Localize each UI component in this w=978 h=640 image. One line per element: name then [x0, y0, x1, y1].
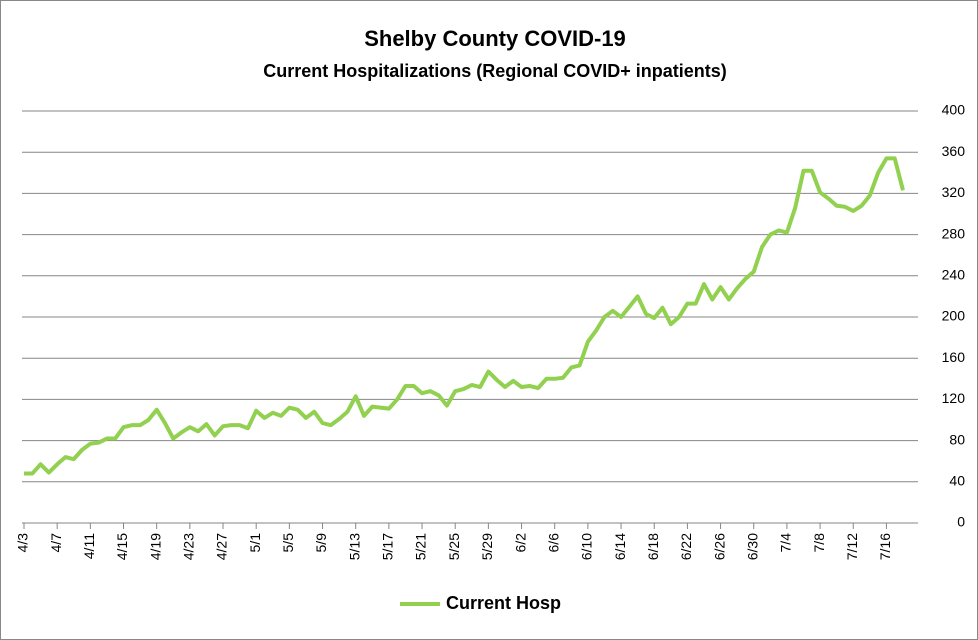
x-tick-label: 6/22	[678, 533, 694, 560]
x-tick-label: 4/11	[81, 533, 97, 559]
x-tick-label: 7/12	[844, 533, 860, 560]
x-tick-label: 5/25	[446, 533, 462, 560]
x-tick-label: 4/23	[181, 533, 197, 560]
y-tick-label: 80	[949, 431, 965, 447]
x-tick-label: 5/17	[380, 533, 396, 560]
x-tick-label: 5/13	[346, 533, 362, 560]
x-tick-label: 5/1	[247, 533, 263, 553]
x-tick-label: 5/9	[313, 533, 329, 553]
y-tick-label: 0	[957, 514, 965, 530]
y-tick-label: 40	[949, 473, 965, 489]
y-tick-label: 240	[942, 267, 966, 283]
x-tick-label: 6/6	[545, 533, 561, 553]
x-tick-label: 5/5	[280, 533, 296, 553]
y-tick-label: 400	[942, 102, 966, 118]
y-tick-label: 120	[942, 390, 966, 406]
x-tick-label: 4/19	[147, 533, 163, 560]
x-tick-label: 6/30	[744, 533, 760, 560]
x-tick-label: 5/29	[479, 533, 495, 560]
y-tick-label: 280	[942, 225, 966, 241]
x-tick-label: 7/8	[811, 533, 827, 553]
y-tick-label: 320	[942, 184, 966, 200]
x-tick-label: 6/14	[612, 533, 628, 560]
x-tick-label: 6/2	[512, 533, 528, 553]
x-tick-label: 4/27	[214, 533, 230, 560]
x-tick-label: 4/3	[15, 533, 31, 553]
x-tick-label: 7/16	[877, 533, 893, 560]
x-tick-label: 6/26	[711, 533, 727, 560]
y-tick-label: 200	[942, 308, 966, 324]
y-tick-label: 360	[942, 143, 966, 159]
y-tick-label: 160	[942, 349, 966, 365]
x-tick-label: 5/21	[413, 533, 429, 560]
chart-title: Shelby County COVID-19	[364, 26, 626, 51]
x-tick-label: 4/7	[48, 533, 64, 553]
x-tick-label: 4/15	[114, 533, 130, 560]
data-line	[24, 156, 905, 476]
legend-label: Current Hosp	[446, 593, 561, 613]
chart-subtitle: Current Hospitalizations (Regional COVID…	[263, 61, 727, 81]
x-tick-label: 7/4	[778, 533, 794, 553]
x-tick-label: 6/10	[579, 533, 595, 560]
x-tick-label: 6/18	[645, 533, 661, 560]
